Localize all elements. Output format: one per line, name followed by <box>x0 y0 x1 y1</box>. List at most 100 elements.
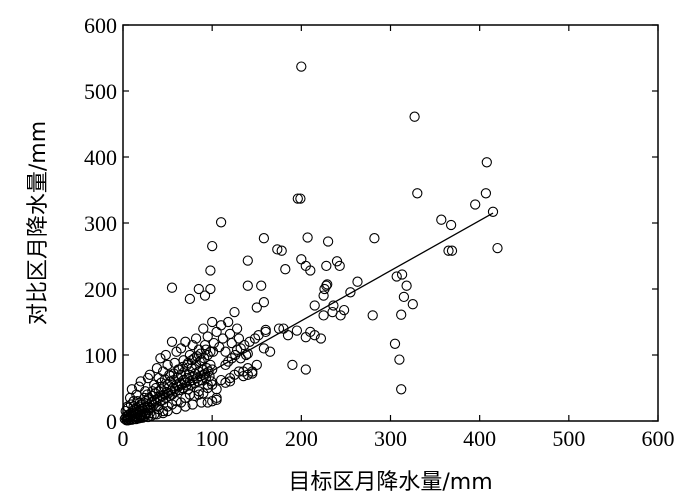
data-point <box>258 233 270 244</box>
plot-frame <box>122 24 659 422</box>
data-point <box>226 337 237 349</box>
data-point <box>207 364 218 375</box>
data-point <box>175 369 187 380</box>
data-point <box>481 157 492 168</box>
trend-line <box>122 212 494 422</box>
data-point <box>191 351 203 362</box>
data-point <box>207 240 218 252</box>
data-point <box>177 361 188 373</box>
data-point <box>162 359 173 371</box>
data-point <box>282 330 294 341</box>
data-point <box>327 306 338 318</box>
data-point <box>409 111 420 122</box>
data-point <box>445 219 457 231</box>
data-point <box>144 369 155 380</box>
data-point <box>202 331 213 342</box>
data-point <box>300 364 311 375</box>
data-point <box>226 353 237 364</box>
x-tick-label: 500 <box>552 426 585 451</box>
x-tick-label: 0 <box>118 426 129 451</box>
data-point <box>193 283 204 295</box>
data-point <box>159 374 171 385</box>
data-point <box>249 333 261 344</box>
data-point <box>394 354 405 365</box>
data-point <box>198 323 209 334</box>
data-point <box>305 265 316 276</box>
data-point <box>128 396 139 407</box>
data-point <box>205 283 216 295</box>
data-point <box>334 260 345 272</box>
data-point <box>302 232 313 243</box>
data-point <box>171 396 182 407</box>
x-tick-label: 300 <box>374 426 407 451</box>
data-point <box>187 399 198 410</box>
data-point <box>223 356 234 367</box>
y-tick-label: 0 <box>106 409 117 434</box>
x-axis-title: 目标区月降水量/mm <box>288 470 492 495</box>
data-point <box>217 333 229 344</box>
data-point <box>155 353 166 364</box>
data-point <box>322 236 334 247</box>
data-point <box>321 260 332 272</box>
data-point <box>296 61 307 72</box>
data-point <box>151 363 163 374</box>
data-point <box>205 265 216 276</box>
data-point <box>296 254 307 265</box>
data-point <box>492 242 503 254</box>
data-point <box>165 370 176 382</box>
data-point <box>396 269 408 280</box>
data-point <box>407 299 418 310</box>
data-point <box>132 396 143 407</box>
data-point <box>318 290 329 301</box>
data-point <box>242 255 253 266</box>
data-point <box>162 405 173 417</box>
data-point <box>480 188 492 199</box>
data-point <box>389 338 401 349</box>
data-point <box>193 386 204 397</box>
data-point <box>487 206 499 217</box>
data-point <box>156 377 167 388</box>
data-point <box>398 291 410 303</box>
data-point <box>208 337 220 349</box>
data-point <box>141 389 153 400</box>
data-point <box>309 330 320 341</box>
data-point <box>224 376 236 387</box>
data-point <box>231 323 243 334</box>
data-point <box>292 193 303 204</box>
x-tick-label: 200 <box>285 426 318 451</box>
data-point <box>401 280 412 291</box>
data-point <box>180 336 191 347</box>
data-point <box>295 193 306 204</box>
data-point <box>174 364 185 375</box>
y-tick-label: 400 <box>84 145 117 170</box>
data-point <box>412 188 423 199</box>
data-point <box>174 377 186 388</box>
data-point <box>166 282 178 293</box>
data-point <box>391 271 402 282</box>
data-point <box>345 287 356 298</box>
data-point <box>200 344 212 355</box>
data-point <box>470 199 481 210</box>
data-point <box>199 290 211 301</box>
data-point <box>291 325 303 336</box>
y-tick-label: 100 <box>84 343 117 368</box>
data-point <box>205 346 216 357</box>
data-point <box>139 392 150 404</box>
x-axis-ticks: 0 100 200 300 400 500 600 <box>118 25 675 451</box>
data-point <box>276 245 287 256</box>
data-point <box>443 245 454 256</box>
data-point <box>220 359 231 371</box>
data-point <box>260 324 271 336</box>
data-point <box>147 386 158 397</box>
data-point <box>220 346 231 357</box>
x-tick-label: 400 <box>463 426 496 451</box>
data-point <box>135 376 146 387</box>
data-point <box>168 368 179 379</box>
data-point <box>182 357 194 369</box>
data-point <box>198 369 209 380</box>
data-point <box>202 349 213 361</box>
data-point <box>251 359 262 371</box>
data-point <box>352 276 363 287</box>
data-point <box>205 359 216 371</box>
